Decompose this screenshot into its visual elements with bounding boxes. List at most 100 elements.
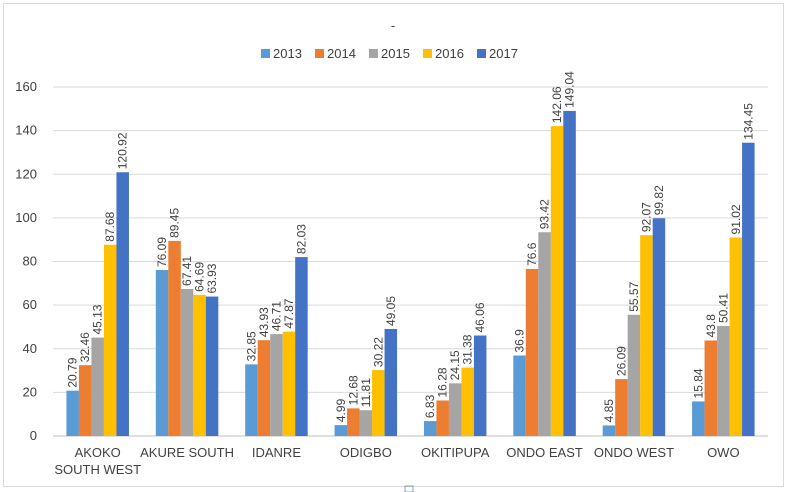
y-tick-label: 60 — [23, 297, 37, 312]
data-label: 26.09 — [614, 346, 628, 376]
bar-2014 — [78, 365, 92, 436]
bar-2015 — [448, 383, 462, 436]
data-label: 50.41 — [716, 293, 730, 323]
bar-2013 — [334, 425, 348, 436]
bar-2015 — [180, 288, 194, 436]
y-tick-label: 140 — [15, 123, 37, 138]
x-category-label: OKITIPUPA — [421, 445, 490, 460]
legend-label: 2017 — [489, 46, 518, 61]
x-category-label: ONDO WEST — [594, 445, 674, 460]
x-category-label: IDANRE — [252, 445, 301, 460]
data-label: 49.05 — [384, 296, 398, 326]
data-label: 87.68 — [103, 211, 117, 241]
data-label: 36.9 — [513, 329, 527, 353]
y-tick-label: 40 — [23, 341, 37, 356]
bar-2015 — [627, 314, 641, 436]
bar-2017 — [652, 218, 666, 436]
y-tick-label: 120 — [15, 166, 37, 181]
bar-2015 — [538, 232, 551, 436]
bar-2015 — [91, 337, 104, 436]
bar-2017 — [563, 110, 576, 437]
x-category-label: SOUTH WEST — [54, 462, 141, 477]
bar-2014 — [347, 408, 360, 436]
bar-2017 — [384, 329, 398, 436]
y-axis-ticks: 0 20 40 60 80 100 120 140 160 — [15, 79, 37, 443]
bar-2017 — [295, 257, 308, 436]
bar-2015 — [717, 326, 730, 436]
x-category-label: ONDO EAST — [506, 445, 583, 460]
data-label: 6.83 — [423, 394, 437, 418]
legend-label: 2015 — [381, 46, 410, 61]
x-category-label: AKURE SOUTH — [140, 445, 234, 460]
legend-label: 2016 — [435, 46, 464, 61]
data-label: 15.84 — [691, 368, 705, 398]
data-label: 99.82 — [652, 185, 666, 215]
bar-2013 — [692, 401, 705, 436]
bar-2017 — [205, 296, 219, 436]
data-label: 11.81 — [359, 378, 373, 407]
bar-2014 — [615, 379, 628, 436]
bar-2016 — [550, 126, 564, 436]
bar-2015 — [359, 410, 373, 436]
legend-swatch — [423, 49, 432, 58]
x-axis-labels: AKOKO SOUTH WEST AKURE SOUTH IDANRE ODIGBO OK… — [54, 445, 739, 477]
chart-title: - — [391, 18, 395, 33]
data-label: 45.13 — [91, 304, 105, 334]
data-label: 47.87 — [282, 298, 296, 328]
bar-2016 — [103, 244, 117, 436]
data-label: 4.85 — [602, 399, 616, 423]
data-label: 32.85 — [244, 331, 258, 361]
bar-2016 — [729, 237, 743, 436]
bar-2016 — [640, 235, 653, 436]
bar-2013 — [245, 364, 258, 436]
x-category-label: AKOKO — [75, 445, 121, 460]
data-label: 31.38 — [461, 334, 475, 364]
bar-2014 — [168, 240, 181, 436]
bar-2017 — [116, 172, 129, 436]
legend: 2013 2014 2015 2016 2017 — [261, 46, 518, 61]
data-label: 12.68 — [346, 375, 360, 405]
bars — [66, 110, 755, 437]
data-label: 91.02 — [729, 204, 743, 234]
bar-2015 — [270, 334, 283, 436]
data-label: 89.45 — [168, 208, 182, 238]
data-label: 55.57 — [627, 281, 641, 311]
data-label: 142.06 — [550, 86, 564, 123]
y-tick-label: 0 — [30, 428, 37, 443]
bar-2014 — [257, 340, 271, 436]
data-label: 32.46 — [78, 332, 92, 362]
bar-2016 — [282, 331, 296, 436]
bar-2013 — [155, 270, 169, 436]
bar-2013 — [602, 425, 616, 436]
data-label: 24.15 — [448, 350, 462, 380]
y-tick-label: 160 — [15, 79, 37, 94]
data-label: 76.09 — [155, 237, 169, 267]
bar-2013 — [513, 355, 526, 436]
bar-2017 — [473, 335, 487, 436]
data-label: 20.79 — [66, 357, 80, 387]
data-label: 64.69 — [193, 262, 207, 292]
data-label: 92.07 — [639, 202, 653, 232]
bottom-handle — [404, 485, 414, 492]
bar-2014 — [525, 268, 539, 436]
bar-2016 — [193, 294, 206, 436]
bar-2017 — [742, 142, 755, 436]
data-label: 16.28 — [436, 367, 450, 397]
data-label: 46.06 — [473, 302, 487, 332]
data-label: 93.42 — [538, 199, 552, 229]
data-label: 4.99 — [334, 398, 348, 422]
data-label: 120.92 — [116, 132, 130, 169]
legend-swatch — [315, 49, 324, 58]
legend-swatch — [261, 49, 270, 58]
bar-2016 — [372, 370, 385, 436]
legend-swatch — [369, 49, 378, 58]
data-label: 63.93 — [205, 263, 219, 293]
x-category-label: ODIGBO — [340, 445, 392, 460]
data-label: 67.41 — [180, 256, 194, 286]
data-label: 43.8 — [704, 314, 718, 338]
data-label: 43.93 — [257, 307, 271, 337]
legend-swatch — [477, 49, 486, 58]
bar-2014 — [704, 340, 718, 436]
